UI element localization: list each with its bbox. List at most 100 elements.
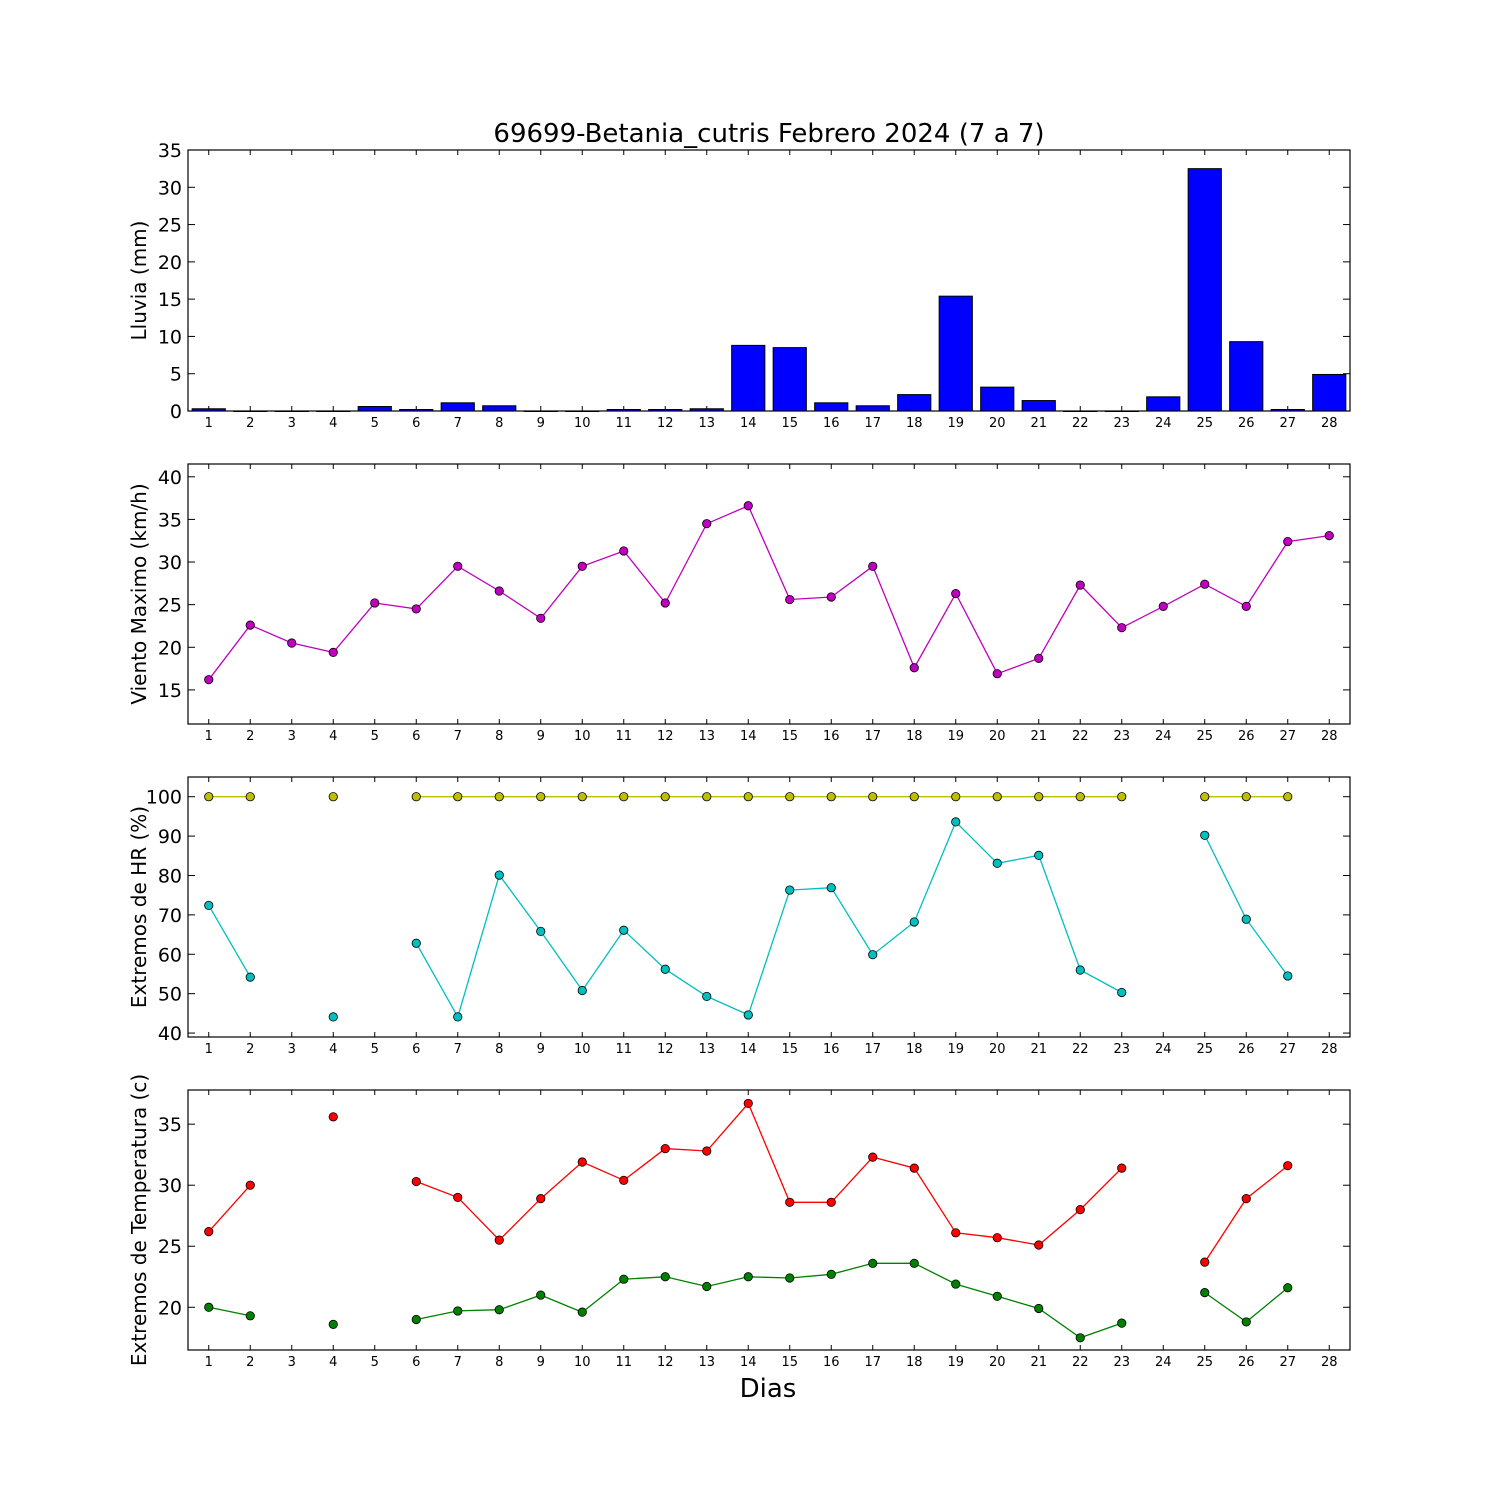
series-1-point-day-2 [245, 1180, 255, 1190]
y-tick-label: 35 [158, 140, 182, 162]
x-tick-label: 12 [657, 1355, 674, 1370]
series-1-point-day-19 [951, 792, 961, 802]
x-tick-label: 17 [864, 1042, 881, 1057]
x-tick-label: 4 [329, 416, 337, 431]
series-1-point-day-15 [785, 594, 795, 605]
series-1-point-day-18 [909, 1163, 919, 1173]
series-1-point-day-22 [1075, 792, 1085, 802]
series-1-point-day-3 [287, 638, 297, 648]
series-1-point-day-12 [660, 792, 670, 802]
x-tick-label: 25 [1196, 1355, 1213, 1370]
y-tick-label: 40 [158, 1023, 182, 1045]
series-1-point-day-22 [1075, 580, 1085, 590]
x-tick-label: 18 [906, 1355, 923, 1370]
x-tick-label: 27 [1279, 729, 1296, 744]
x-tick-label: 1 [205, 416, 213, 431]
x-tick-label: 24 [1155, 1042, 1172, 1057]
series-1-point-day-10 [577, 792, 587, 802]
x-tick-label: 22 [1072, 729, 1089, 744]
bar-day-22 [1063, 410, 1098, 412]
x-tick-label: 1 [205, 1355, 213, 1370]
y-tick-label: 70 [158, 905, 182, 927]
y-tick-label: 30 [158, 177, 182, 199]
series-1-point-day-25 [1200, 792, 1210, 802]
series-2-point-day-27 [1283, 1283, 1293, 1293]
series-1-point-day-7 [453, 561, 463, 571]
bar-day-8 [482, 405, 517, 412]
x-tick-label: 5 [371, 1042, 379, 1057]
series-2-point-day-18 [909, 1258, 919, 1268]
series-2-point-day-8 [494, 870, 504, 880]
series-1-line [208, 1102, 1289, 1263]
x-tick-label: 15 [781, 1042, 798, 1057]
series-2-point-day-20 [992, 1291, 1002, 1301]
x-tick-label: 20 [989, 1042, 1006, 1057]
series-1-point-day-16 [826, 1197, 836, 1207]
x-tick-label: 14 [740, 1042, 757, 1057]
series-2-point-day-15 [785, 885, 795, 895]
series-2-point-day-10 [577, 985, 587, 996]
series-1-point-day-8 [494, 586, 504, 596]
bar-day-2 [233, 410, 268, 412]
bar-day-10 [565, 410, 600, 412]
x-tick-label: 25 [1196, 1042, 1213, 1057]
series-1-point-day-23 [1117, 1163, 1127, 1173]
y-tick-label: 90 [158, 826, 182, 848]
series-1-point-day-9 [536, 1194, 546, 1204]
series-1-point-day-11 [619, 792, 629, 802]
series-1-point-day-21 [1034, 792, 1044, 802]
series-1-point-day-1 [204, 792, 214, 802]
series-1-point-day-27 [1283, 536, 1293, 547]
series-2-point-day-1 [204, 1302, 214, 1312]
x-tick-label: 9 [537, 729, 545, 744]
series-1-point-day-19 [951, 588, 961, 599]
x-tick-label: 21 [1030, 1355, 1047, 1370]
bar-day-23 [1104, 410, 1139, 412]
bar-day-27 [1270, 409, 1305, 412]
bar-day-15 [772, 347, 807, 412]
series-2-point-day-16 [826, 1269, 836, 1279]
series-1-point-day-11 [619, 546, 629, 556]
x-tick-label: 6 [412, 416, 420, 431]
x-tick-label: 20 [989, 1355, 1006, 1370]
x-tick-label: 16 [823, 1042, 840, 1057]
series-2-point-day-6 [411, 938, 421, 948]
y-tick-label: 50 [158, 984, 182, 1006]
series-1-line [208, 504, 1330, 681]
series-1-point-day-12 [660, 598, 670, 608]
bar-day-17 [855, 405, 890, 412]
x-tick-label: 24 [1155, 1355, 1172, 1370]
series-1-point-day-8 [494, 1235, 504, 1245]
x-tick-label: 13 [698, 416, 715, 431]
series-1-point-day-13 [702, 519, 712, 529]
y-tick-label: 80 [158, 865, 182, 887]
series-1-point-day-5 [370, 598, 380, 608]
x-axis-label: Dias [740, 1374, 797, 1404]
x-tick-label: 12 [657, 729, 674, 744]
x-tick-label: 14 [740, 1355, 757, 1370]
bar-day-18 [897, 394, 932, 412]
x-tick-label: 15 [781, 729, 798, 744]
x-tick-label: 15 [781, 1355, 798, 1370]
x-tick-label: 9 [537, 1042, 545, 1057]
x-tick-label: 2 [246, 416, 254, 431]
x-tick-label: 23 [1113, 1355, 1130, 1370]
x-tick-label: 11 [615, 1042, 632, 1057]
series-1-point-day-15 [785, 792, 795, 802]
x-tick-label: 16 [823, 416, 840, 431]
y-tick-label: 5 [170, 364, 182, 386]
x-tick-label: 27 [1279, 416, 1296, 431]
series-1-point-day-10 [577, 1157, 587, 1167]
x-tick-label: 6 [412, 1042, 420, 1057]
x-tick-label: 2 [246, 729, 254, 744]
x-tick-label: 19 [947, 416, 964, 431]
series-1-point-day-4 [328, 792, 338, 802]
y-tick-label: 35 [158, 1114, 182, 1136]
series-2-point-day-21 [1034, 1303, 1044, 1314]
x-tick-label: 9 [537, 1355, 545, 1370]
x-tick-label: 22 [1072, 1355, 1089, 1370]
y-axis-label: Extremos de HR (%) [127, 806, 151, 1008]
series-1-point-day-8 [494, 792, 504, 802]
series-2-point-day-1 [204, 900, 214, 911]
